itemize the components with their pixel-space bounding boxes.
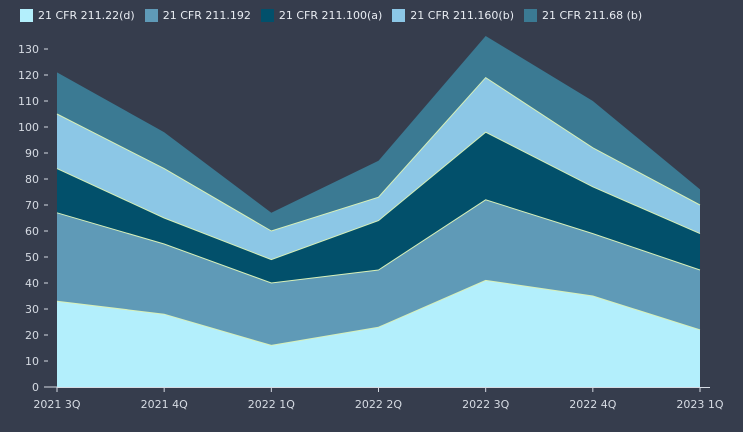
x-tick-label: 2022 2Q [355,398,402,411]
y-tick-label: 50 [25,251,39,264]
y-tick-label: 70 [25,199,39,212]
y-tick-label: 30 [25,303,39,316]
legend-label: 21 CFR 211.100(a) [278,9,383,22]
legend-swatch [144,9,158,22]
legend-swatch [260,9,274,22]
x-tick-label: 2021 4Q [141,398,188,411]
y-tick-label: 80 [25,173,39,186]
legend-swatch [524,9,537,22]
area-series-3[interactable] [57,77,700,260]
area-series-4[interactable] [57,36,700,231]
area-series-0[interactable] [57,280,700,387]
series-boundary-line [56,76,701,232]
x-tick-label: 2022 3Q [462,398,509,411]
series-boundary-line [56,199,701,284]
y-tick-label: 40 [25,277,39,290]
y-tick-label: 110 [18,95,39,108]
x-tick-label: 2023 1Q [676,398,723,411]
y-tick-label: 20 [25,329,39,342]
x-tick-label: 2022 4Q [569,398,616,411]
chart-legend: 21 CFR 211.22(d) 21 CFR 211.192 21 CFR 211… [20,9,652,22]
legend-item[interactable]: 21 CFR 211.68 (b) [524,9,642,22]
legend-label: 21 CFR 211.68 (b) [542,9,643,22]
x-tick-label: 2021 3Q [33,398,80,411]
legend-label: 21 CFR 211.22(d) [38,9,135,22]
legend-item[interactable]: 21 CFR 211.100(a) [260,9,383,22]
area-series-1[interactable] [57,199,700,346]
y-tick-label: 90 [25,147,39,160]
x-tick-label: 2022 1Q [248,398,295,411]
y-tick-label: 10 [25,355,39,368]
legend-item[interactable]: 21 CFR 211.22(d) [20,9,135,22]
y-tick-label: 100 [18,121,39,134]
legend-swatch [20,9,33,22]
legend-swatch [392,9,406,22]
y-tick-label: 0 [32,381,39,394]
y-tick-label: 120 [18,69,39,82]
y-tick-label: 60 [25,225,39,238]
area-series-2[interactable] [57,132,700,283]
legend-item[interactable]: 21 CFR 211.160(b) [392,9,514,22]
series-boundary-line [56,131,701,261]
series-boundary-line [56,279,701,346]
legend-label: 21 CFR 211.192 [162,9,251,22]
legend-label: 21 CFR 211.160(b) [410,9,514,22]
legend-item[interactable]: 21 CFR 211.192 [144,9,251,22]
y-tick-label: 130 [18,43,39,56]
